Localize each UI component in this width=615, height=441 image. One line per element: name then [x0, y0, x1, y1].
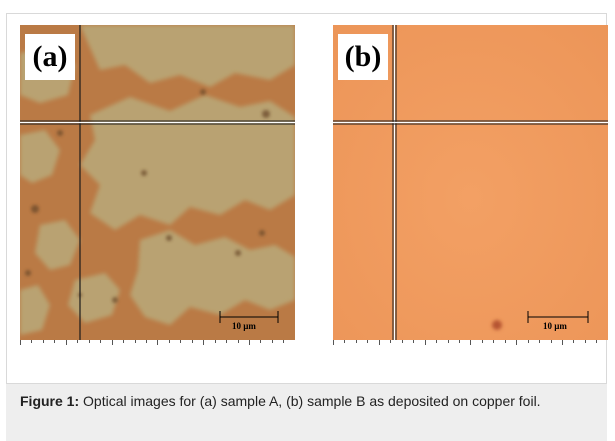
panel-label-b: (b) — [338, 34, 388, 80]
caption-label: Figure 1: — [20, 393, 80, 409]
tick-ruler-b — [333, 340, 597, 345]
optical-image-b: (b) 10 µm — [333, 25, 608, 340]
optical-image-a: (a) 10 µm — [20, 25, 295, 340]
figure-caption: Figure 1: Optical images for (a) sample … — [6, 384, 607, 441]
scale-bar-label-b: 10 µm — [543, 321, 567, 331]
caption-text: Optical images for (a) sample A, (b) sam… — [79, 393, 541, 409]
panel-label-a: (a) — [25, 34, 75, 80]
scale-bar-label-a: 10 µm — [232, 321, 256, 331]
tick-ruler-a — [20, 340, 284, 345]
